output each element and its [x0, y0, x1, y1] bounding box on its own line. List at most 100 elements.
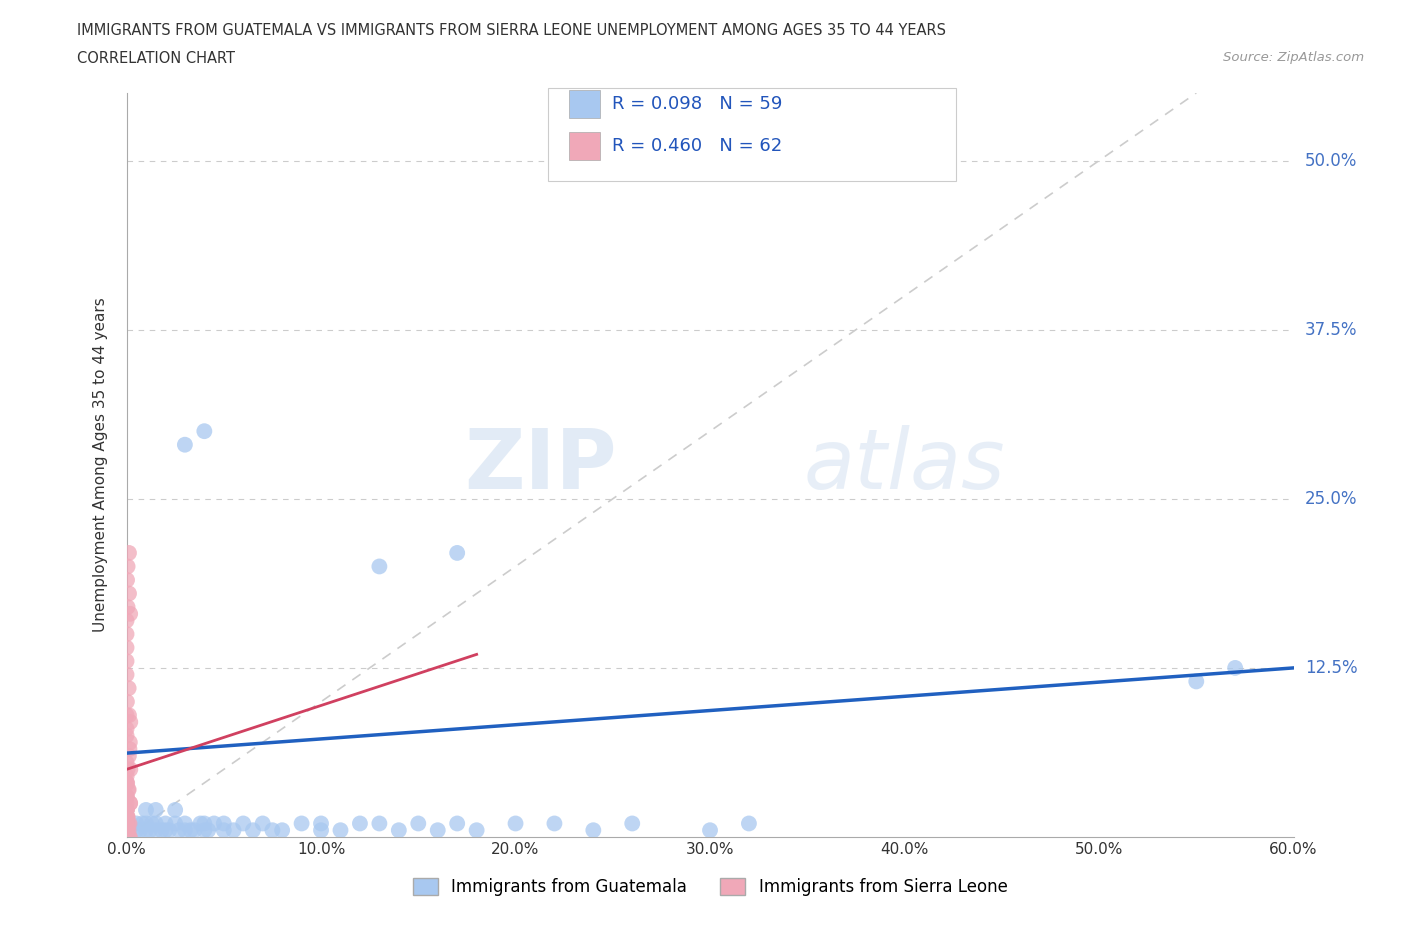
- Point: [115, 816, 138, 830]
- Point: [118, 830, 141, 844]
- Point: [115, 613, 138, 628]
- Point: [120, 796, 142, 811]
- Point: [232, 816, 254, 830]
- Point: [1223, 660, 1246, 675]
- Point: [117, 809, 139, 824]
- Point: [174, 437, 197, 452]
- Point: [115, 823, 138, 838]
- Point: [115, 789, 138, 804]
- Point: [118, 586, 141, 601]
- Point: [212, 823, 235, 838]
- Point: [174, 816, 197, 830]
- Point: [115, 776, 138, 790]
- Point: [309, 823, 332, 838]
- Point: [197, 823, 219, 838]
- Point: [115, 654, 138, 669]
- Point: [446, 816, 468, 830]
- Point: [118, 816, 141, 830]
- Point: [262, 823, 284, 838]
- Point: [115, 823, 138, 838]
- Point: [115, 803, 138, 817]
- Point: [115, 830, 138, 844]
- Point: [115, 816, 138, 830]
- Text: Source: ZipAtlas.com: Source: ZipAtlas.com: [1223, 51, 1364, 64]
- Point: [115, 640, 138, 655]
- Point: [167, 823, 190, 838]
- Point: [115, 803, 138, 817]
- Point: [155, 816, 177, 830]
- Point: [115, 803, 138, 817]
- Point: [115, 776, 138, 790]
- Point: [115, 816, 138, 830]
- Point: [505, 816, 527, 830]
- Point: [621, 816, 644, 830]
- Point: [117, 600, 139, 615]
- Point: [125, 823, 148, 838]
- Point: [117, 559, 139, 574]
- Point: [309, 816, 332, 830]
- Point: [115, 728, 138, 743]
- Point: [120, 606, 142, 621]
- Point: [115, 816, 138, 830]
- Point: [131, 816, 153, 830]
- Point: [157, 823, 180, 838]
- Text: R = 0.460   N = 62: R = 0.460 N = 62: [612, 137, 782, 155]
- Point: [118, 749, 141, 764]
- Point: [115, 796, 138, 811]
- Point: [115, 830, 138, 844]
- Point: [117, 809, 139, 824]
- Point: [135, 803, 157, 817]
- Point: [699, 823, 721, 838]
- Point: [117, 816, 139, 830]
- Point: [118, 782, 141, 797]
- Text: 37.5%: 37.5%: [1305, 321, 1357, 339]
- Point: [222, 823, 245, 838]
- Point: [252, 816, 274, 830]
- Point: [738, 816, 761, 830]
- Point: [1185, 674, 1208, 689]
- Point: [145, 803, 167, 817]
- Text: 50.0%: 50.0%: [1305, 152, 1357, 169]
- Text: 25.0%: 25.0%: [1305, 490, 1357, 508]
- Point: [115, 573, 138, 588]
- Point: [150, 823, 173, 838]
- Point: [202, 816, 225, 830]
- Point: [135, 816, 157, 830]
- Point: [117, 681, 139, 696]
- Point: [117, 762, 139, 777]
- Point: [388, 823, 411, 838]
- Point: [190, 816, 212, 830]
- Point: [543, 816, 565, 830]
- Point: [125, 816, 148, 830]
- Point: [180, 823, 202, 838]
- Text: CORRELATION CHART: CORRELATION CHART: [77, 51, 235, 66]
- Point: [165, 816, 187, 830]
- Text: IMMIGRANTS FROM GUATEMALA VS IMMIGRANTS FROM SIERRA LEONE UNEMPLOYMENT AMONG AGE: IMMIGRANTS FROM GUATEMALA VS IMMIGRANTS …: [77, 23, 946, 38]
- Point: [115, 809, 138, 824]
- Point: [115, 816, 138, 830]
- Point: [117, 782, 139, 797]
- Point: [115, 789, 138, 804]
- Point: [349, 816, 371, 830]
- Point: [118, 708, 141, 723]
- Point: [145, 816, 167, 830]
- Point: [118, 546, 141, 561]
- Point: [155, 823, 177, 838]
- Point: [115, 769, 138, 784]
- Point: [465, 823, 488, 838]
- Point: [115, 789, 138, 804]
- Point: [271, 823, 294, 838]
- Point: [115, 830, 138, 844]
- Point: [118, 741, 141, 756]
- Point: [141, 816, 163, 830]
- Point: [115, 776, 138, 790]
- Point: [426, 823, 449, 838]
- Point: [165, 803, 187, 817]
- Text: atlas: atlas: [803, 424, 1005, 506]
- Point: [183, 823, 205, 838]
- Point: [115, 816, 138, 830]
- Point: [193, 424, 215, 439]
- Point: [582, 823, 605, 838]
- Point: [117, 823, 139, 838]
- Point: [115, 823, 138, 838]
